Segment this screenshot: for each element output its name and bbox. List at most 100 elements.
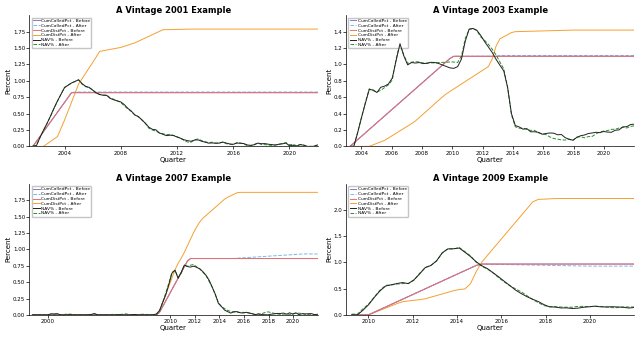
CumCalledPct - After (584, 54, 592, 58)
CumDistPct - Before (478, 262, 486, 266)
CumCalledPct - Before (540, 262, 548, 266)
NAV% - After (75, 313, 83, 317)
CumCalledPct - After (227, 256, 235, 261)
NAV% - After (348, 312, 356, 316)
CumDistPct - After (552, 196, 559, 201)
Line: CumCalledPct - Before: CumCalledPct - Before (350, 56, 634, 146)
CumCalledPct - After (110, 90, 118, 94)
NAV% - Before (573, 135, 580, 140)
NAV% - Before (29, 144, 36, 148)
NAV% - After (190, 263, 198, 267)
CumDistPct - After (314, 27, 321, 31)
CumCalledPct - Before (625, 262, 632, 266)
CumCalledPct - Before (478, 262, 486, 266)
CumDistPct - After (29, 144, 36, 148)
NAV% - Before (410, 278, 418, 282)
CumDistPct - Before (630, 54, 638, 58)
Line: NAV% - After: NAV% - After (33, 80, 317, 146)
NAV% - After (29, 144, 36, 148)
CumCalledPct - Before (314, 256, 321, 261)
CumCalledPct - After (433, 282, 440, 286)
CumDistPct - Before (230, 256, 237, 261)
NAV% - Before (75, 313, 83, 317)
CumDistPct - Before (29, 313, 36, 317)
NAV% - After (540, 304, 548, 308)
X-axis label: Quarter: Quarter (477, 326, 504, 332)
CumDistPct - After (438, 292, 446, 296)
Line: NAV% - After: NAV% - After (33, 265, 317, 315)
CumCalledPct - After (478, 262, 486, 266)
Line: CumDistPct - Before: CumDistPct - Before (352, 264, 634, 315)
CumCalledPct - Before (29, 144, 36, 148)
CumDistPct - Before (166, 91, 174, 95)
NAV% - After (455, 245, 463, 249)
Line: CumCalledPct - After: CumCalledPct - After (350, 56, 634, 146)
NAV% - Before (577, 134, 584, 138)
CumCalledPct - After (261, 90, 269, 94)
Line: CumCalledPct - After: CumCalledPct - After (33, 254, 317, 315)
NAV% - Before (540, 303, 548, 307)
CumDistPct - After (66, 313, 74, 317)
CumDistPct - After (348, 313, 356, 317)
CumDistPct - After (577, 28, 584, 32)
CumCalledPct - Before (66, 313, 74, 317)
CumDistPct - Before (171, 282, 179, 286)
CumCalledPct - After (573, 54, 580, 58)
CumDistPct - After (630, 196, 638, 201)
NAV% - Before (88, 312, 95, 316)
NAV% - Before (180, 263, 188, 267)
CumCalledPct - Before (630, 54, 638, 58)
CumCalledPct - After (369, 124, 377, 128)
NAV% - Before (314, 143, 321, 147)
CumCalledPct - After (348, 313, 356, 317)
CumCalledPct - Before (604, 54, 611, 58)
CumDistPct - After (188, 27, 195, 31)
CumCalledPct - Before (230, 256, 237, 261)
NAV% - Before (258, 313, 266, 317)
NAV% - After (625, 305, 632, 309)
CumDistPct - After (410, 298, 418, 302)
NAV% - Before (254, 141, 262, 145)
CumDistPct - Before (557, 262, 564, 266)
CumCalledPct - After (630, 264, 638, 268)
X-axis label: Quarter: Quarter (160, 157, 187, 163)
CumDistPct - After (369, 143, 377, 147)
CumCalledPct - Before (254, 91, 262, 95)
CumCalledPct - After (410, 292, 418, 296)
NAV% - After (113, 99, 121, 103)
NAV% - Before (346, 144, 354, 148)
CumCalledPct - After (29, 144, 36, 148)
CumCalledPct - Before (29, 313, 36, 317)
Line: CumDistPct - Before: CumDistPct - Before (33, 258, 317, 315)
CumCalledPct - After (171, 282, 179, 286)
CumDistPct - After (573, 28, 580, 32)
Legend: CumCalledPct - Before, CumCalledPct - After, CumDistPct - Before, CumDistPct - A: CumCalledPct - Before, CumCalledPct - Af… (31, 18, 92, 48)
CumCalledPct - Before (557, 262, 564, 266)
NAV% - After (557, 305, 564, 309)
CumCalledPct - After (29, 313, 36, 317)
CumCalledPct - After (66, 313, 74, 317)
NAV% - After (254, 141, 262, 145)
CumDistPct - After (630, 28, 638, 32)
NAV% - Before (604, 130, 611, 134)
CumCalledPct - Before (187, 256, 195, 261)
NAV% - Before (171, 268, 179, 272)
CumDistPct - Before (433, 282, 440, 286)
Title: A Vintage 2003 Example: A Vintage 2003 Example (433, 5, 548, 14)
NAV% - Before (625, 306, 632, 310)
Line: CumDistPct - After: CumDistPct - After (33, 192, 317, 315)
CumDistPct - After (96, 49, 104, 53)
CumDistPct - Before (258, 256, 266, 261)
NAV% - After (166, 132, 174, 136)
Line: NAV% - Before: NAV% - Before (33, 265, 317, 315)
NAV% - Before (630, 122, 638, 126)
CumDistPct - After (584, 28, 592, 32)
CumDistPct - Before (573, 54, 580, 58)
Line: NAV% - After: NAV% - After (350, 28, 634, 146)
Line: CumDistPct - Before: CumDistPct - Before (350, 56, 634, 146)
CumDistPct - Before (314, 91, 321, 95)
CumDistPct - Before (29, 144, 36, 148)
CumCalledPct - After (314, 90, 321, 94)
CumDistPct - Before (438, 279, 446, 283)
CumDistPct - After (258, 190, 266, 194)
